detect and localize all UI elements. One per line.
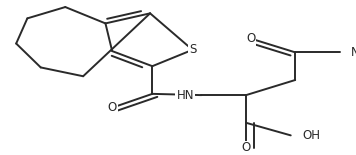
Text: O: O [241,142,251,154]
Text: O: O [246,32,255,45]
Text: HN: HN [177,89,194,102]
Text: OH: OH [302,129,320,142]
Text: O: O [108,101,117,114]
Text: S: S [189,43,196,56]
Text: NH₂: NH₂ [351,46,356,59]
